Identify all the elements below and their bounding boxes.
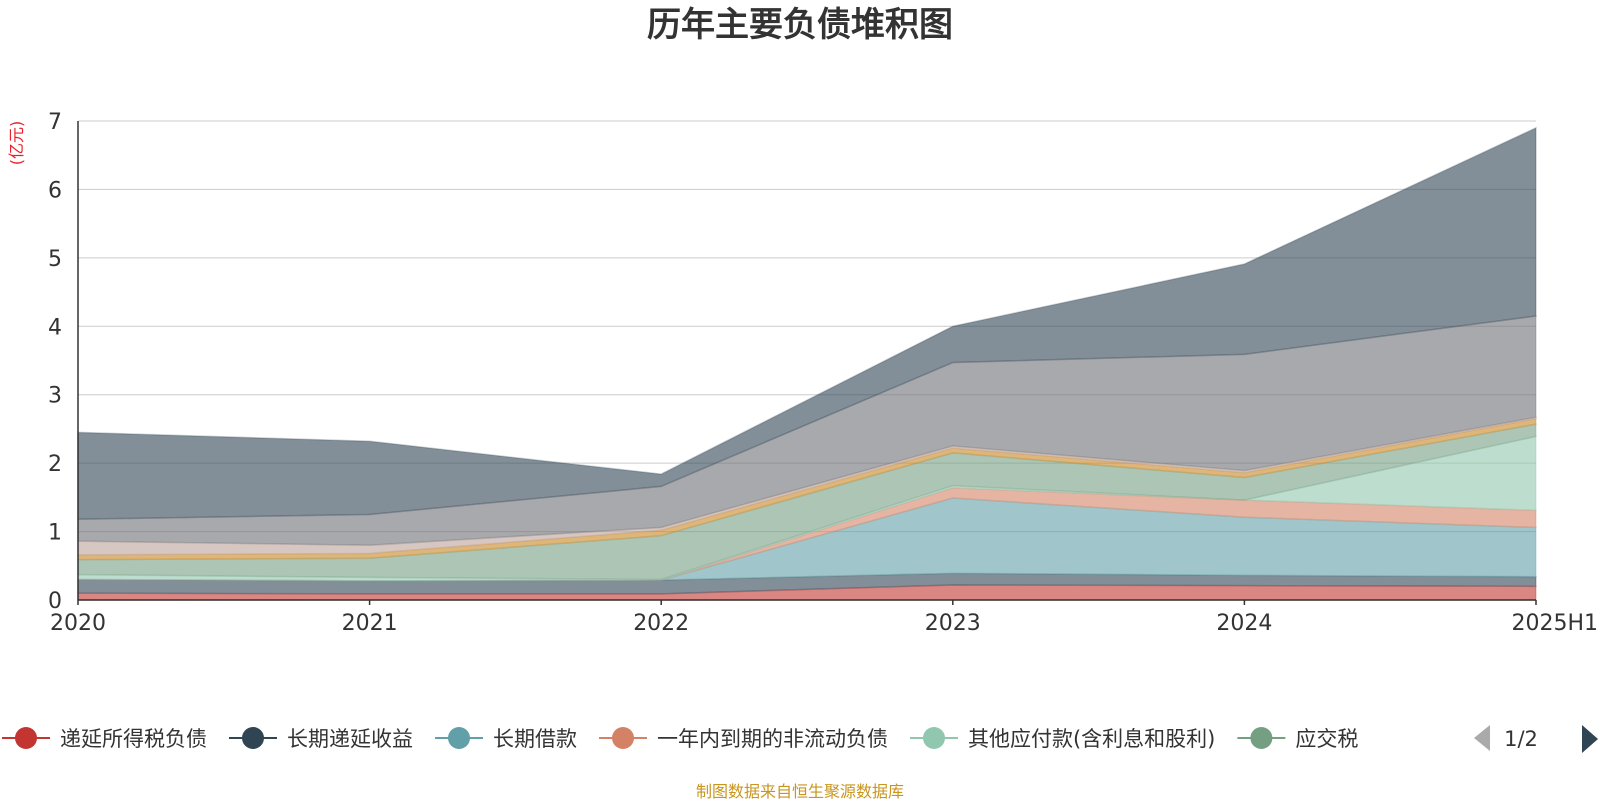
legend-marker-icon [241, 727, 264, 749]
area-series-7 [77, 417, 1537, 561]
y-unit-label: (亿元) [7, 121, 26, 166]
y-tick-label: 4 [48, 315, 62, 340]
area-series-2 [77, 572, 1537, 595]
x-tick-label: 2023 [925, 611, 981, 636]
y-tick-label: 1 [48, 521, 62, 546]
y-tick-label: 3 [48, 384, 62, 409]
legend-item[interactable]: 一年内到期的非流动负债 [598, 727, 888, 751]
area-series-4 [77, 487, 1537, 582]
area-series-9 [77, 315, 1537, 547]
legend-page-indicator: 1/2 [1504, 727, 1538, 751]
x-tick-label: 2024 [1216, 611, 1272, 636]
legend-label: 长期递延收益 [287, 727, 413, 751]
legend-marker-icon [922, 727, 945, 749]
x-tick-label: 2025H1 [1511, 611, 1598, 636]
y-tick-label: 0 [48, 589, 62, 614]
legend-label: 长期借款 [493, 727, 577, 751]
legend: 递延所得税负债 长期递延收益 长期借款 一年内到期的非流动负债 其他应付款(含利息和股利… [0, 720, 1600, 756]
legend-label: 递延所得税负债 [60, 727, 207, 751]
legend-item[interactable]: 长期借款 [434, 727, 577, 751]
legend-marker-icon [447, 727, 470, 749]
chart-title: 历年主要负债堆积图 [647, 5, 953, 45]
x-tick-label: 2020 [50, 611, 106, 636]
y-tick-label: 5 [48, 247, 62, 272]
y-tick-label: 7 [48, 110, 62, 135]
legend-label: 应交税 [1295, 727, 1358, 751]
y-tick-label: 2 [48, 452, 62, 477]
legend-label: 一年内到期的非流动负债 [657, 727, 888, 751]
x-tick-label: 2021 [342, 611, 398, 636]
source-note: 制图数据来自恒生聚源数据库 [695, 782, 904, 801]
y-tick-label: 6 [48, 178, 62, 203]
legend-item[interactable]: 其他应付款(含利息和股利) [909, 727, 1215, 751]
legend-marker-icon [15, 727, 37, 749]
area-series-3 [77, 497, 1537, 582]
legend-marker-icon [1250, 727, 1273, 749]
areas [77, 126, 1537, 601]
axes: 2020 2021 2022 2023 2024 2025H1 [50, 121, 1598, 636]
legend-item[interactable]: 长期递延收益 [228, 727, 413, 751]
area-series-10 [77, 126, 1537, 521]
legend-label: 其他应付款(含利息和股利) [968, 727, 1215, 751]
legend-prev-icon[interactable] [1474, 725, 1490, 751]
legend-next-icon[interactable] [1582, 725, 1598, 753]
legend-marker-icon [611, 727, 634, 749]
x-tick-label: 2022 [633, 611, 689, 636]
legend-item[interactable]: 递延所得税负债 [2, 727, 207, 751]
area-series-8 [77, 416, 1537, 556]
legend-item[interactable]: 应交税 [1237, 727, 1358, 751]
